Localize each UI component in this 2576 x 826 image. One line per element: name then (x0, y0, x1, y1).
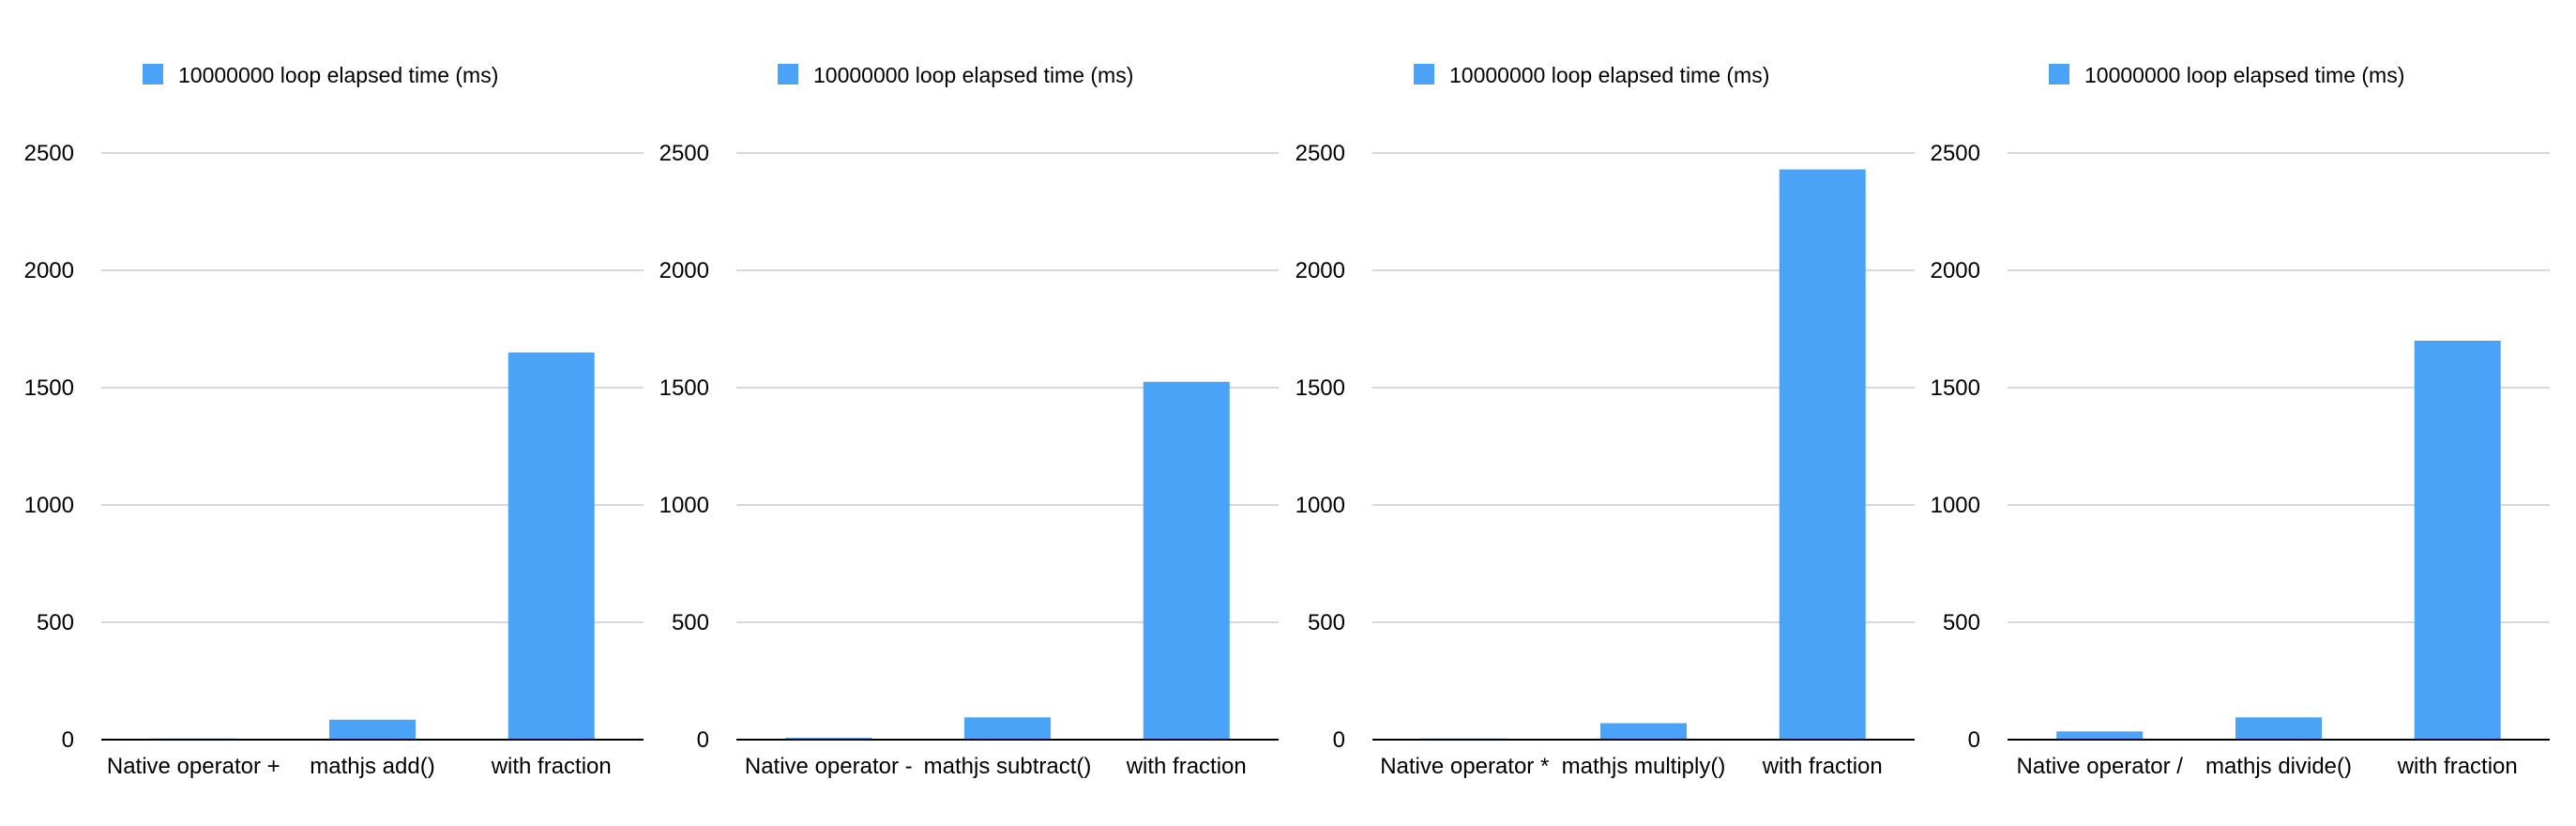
chart-panel-4: 10000000 loop elapsed time (ms) 0 500 1000 1… (1931, 63, 2550, 779)
x-category-label: Native operator / (2017, 754, 2184, 779)
legend: 10000000 loop elapsed time (ms) (1414, 63, 1769, 87)
y-tick-label: 2000 (659, 258, 709, 283)
y-tick-label: 2000 (1296, 258, 1345, 283)
y-tick-label: 2500 (24, 141, 74, 166)
legend-label: 10000000 loop elapsed time (ms) (178, 63, 498, 87)
y-tick-label: 0 (1333, 727, 1345, 753)
bar (2235, 717, 2322, 740)
y-tick-label: 1500 (24, 375, 74, 401)
y-tick-label: 500 (37, 610, 74, 635)
x-category-label: mathjs divide() (2205, 754, 2352, 779)
legend-swatch (2049, 64, 2069, 84)
x-category-label: with fraction (1126, 754, 1247, 779)
y-tick-label: 1000 (659, 493, 709, 518)
y-tick-label: 2500 (1296, 141, 1345, 166)
x-category-label: mathjs add() (310, 754, 434, 779)
x-category-label: Native operator * (1380, 754, 1549, 779)
x-category-label: Native operator - (745, 754, 913, 779)
legend: 10000000 loop elapsed time (ms) (2049, 63, 2404, 87)
x-category-label: Native operator + (107, 754, 280, 779)
chart-panel-1: 10000000 loop elapsed time (ms) 0 500 1000 1… (24, 63, 644, 779)
y-tick-label: 1000 (24, 493, 74, 518)
y-tick-label: 2500 (659, 141, 709, 166)
legend-label: 10000000 loop elapsed time (ms) (2084, 63, 2404, 87)
legend: 10000000 loop elapsed time (ms) (143, 63, 498, 87)
y-tick-label: 500 (1943, 610, 1980, 635)
bar (964, 717, 1051, 740)
legend-swatch (143, 64, 163, 84)
y-tick-label: 1000 (1296, 493, 1345, 518)
y-tick-label: 2000 (24, 258, 74, 283)
legend-label: 10000000 loop elapsed time (ms) (813, 63, 1133, 87)
bar (508, 352, 595, 740)
bar (2414, 341, 2501, 740)
y-tick-label: 0 (1968, 727, 1980, 753)
legend-swatch (1414, 64, 1434, 84)
x-category-label: with fraction (1762, 754, 1883, 779)
bar (1143, 381, 1230, 740)
y-tick-label: 500 (1308, 610, 1345, 635)
x-category-label: mathjs multiply() (1562, 754, 1726, 779)
x-category-label: mathjs subtract() (924, 754, 1092, 779)
chart-panel-2: 10000000 loop elapsed time (ms) 0 500 1000 1… (659, 63, 1279, 779)
y-tick-label: 500 (672, 610, 709, 635)
y-tick-label: 1500 (659, 375, 709, 401)
x-category-label: with fraction (2397, 754, 2518, 779)
bar (1779, 169, 1866, 740)
legend: 10000000 loop elapsed time (ms) (778, 63, 1133, 87)
x-category-label: with fraction (491, 754, 612, 779)
y-tick-label: 1500 (1931, 375, 1980, 401)
bar (1600, 723, 1687, 740)
y-tick-label: 2500 (1931, 141, 1980, 166)
y-tick-label: 1500 (1296, 375, 1345, 401)
chart-panel-3: 10000000 loop elapsed time (ms) 0 500 1000 1… (1296, 63, 1915, 779)
bar (329, 719, 416, 740)
y-tick-label: 0 (62, 727, 74, 753)
y-tick-label: 1000 (1931, 493, 1980, 518)
legend-label: 10000000 loop elapsed time (ms) (1449, 63, 1769, 87)
y-tick-label: 2000 (1931, 258, 1980, 283)
bar (2056, 731, 2144, 740)
legend-swatch (778, 64, 798, 84)
y-tick-label: 0 (697, 727, 709, 753)
